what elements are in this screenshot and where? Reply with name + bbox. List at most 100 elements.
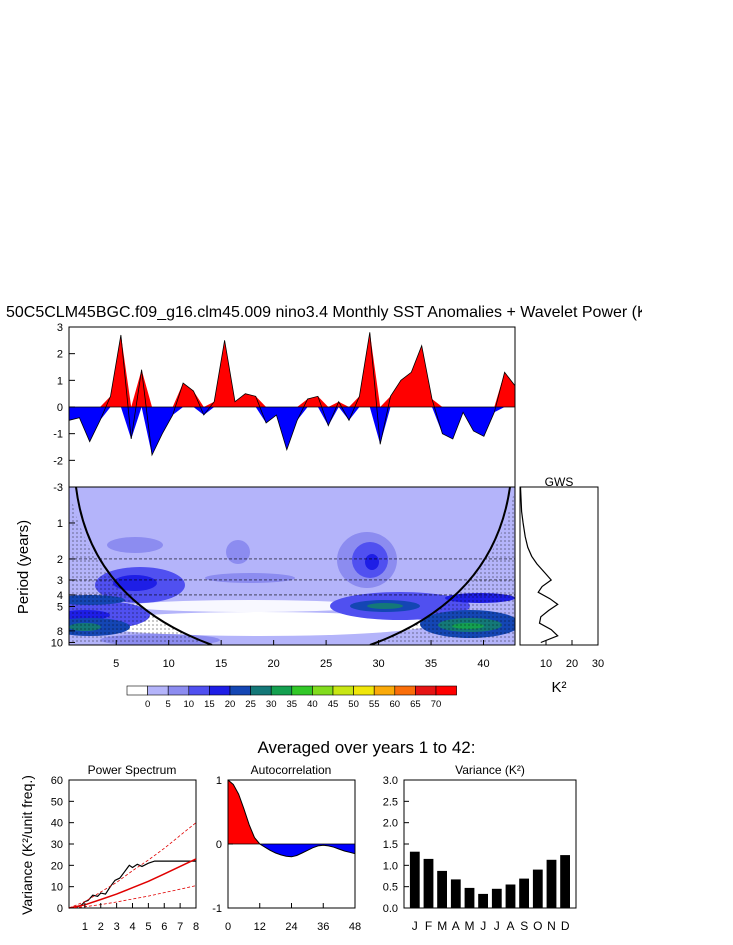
wavelet-contour-mid-center — [205, 573, 295, 583]
power-spectrum-x-tick-label: 5 — [145, 921, 151, 933]
power-spectrum-line — [68, 822, 197, 909]
variance-y-tick-label: 3.0 — [383, 775, 398, 787]
wavelet-contour-right-band-core — [367, 603, 403, 609]
timeseries-y-ticks: 3 2 1 0 -1 -2 -3 — [53, 322, 75, 494]
colorbar-label: 45 — [328, 699, 339, 710]
autocorrelation-y-tick-label: -1 — [212, 903, 222, 915]
variance-x-tick-label: A — [506, 919, 514, 933]
colorbar-swatch — [270, 685, 293, 696]
power-spectrum-panel: Power Spectrum Variance (K²/unit freq.) … — [19, 763, 199, 933]
power-spectrum-x-tick-label: 1 — [82, 921, 88, 933]
power-spectrum-y-tick-label: 40 — [51, 818, 63, 830]
wavelet-contour-upper-mid — [226, 540, 250, 564]
timeseries-y-tick-label: -2 — [53, 455, 63, 467]
timeseries-y-tick-label: -1 — [53, 429, 63, 441]
autocorrelation-y-tick-label: 1 — [216, 775, 222, 787]
colorbar-swatch — [373, 685, 396, 696]
variance-y-tick-label: 1.5 — [383, 839, 398, 851]
power-spectrum-y-tick-label: 0 — [57, 903, 63, 915]
variance-bar — [423, 858, 434, 908]
timeseries-negative-area — [69, 407, 515, 455]
autocorrelation-x-tick-label: 48 — [349, 921, 361, 933]
gws-frame — [519, 486, 599, 646]
variance-x-tick-label: A — [452, 919, 460, 933]
gws-title: GWS — [545, 475, 574, 489]
colorbar: 0 5 10 15 20 25 30 35 40 45 50 55 60 65 70 — [126, 685, 457, 710]
autocorrelation-x-tick-label: 36 — [317, 921, 329, 933]
power-spectrum-line — [68, 885, 197, 909]
variance-x-tick-label: J — [480, 919, 486, 933]
colorbar-swatch — [250, 685, 272, 696]
power-spectrum-x-tick-label: 8 — [193, 921, 199, 933]
colorbar-swatch — [291, 685, 313, 696]
variance-bar — [546, 859, 557, 908]
wavelet-y-tick-label: 3 — [57, 575, 63, 587]
colorbar-swatch — [229, 685, 251, 696]
colorbar-swatch — [167, 685, 190, 696]
power-spectrum-y-tick-label: 30 — [51, 839, 63, 851]
timeseries-y-tick-label: 2 — [57, 349, 63, 361]
wavelet-dashed-period-lines — [69, 558, 515, 596]
colorbar-label: 40 — [307, 699, 318, 710]
colorbar-swatch — [312, 685, 334, 696]
timeseries-line — [69, 332, 515, 457]
wavelet-x-tick-label: 20 — [268, 658, 280, 670]
timeseries-y-tick-label: -3 — [53, 482, 63, 494]
colorbar-label: 10 — [184, 699, 195, 710]
colorbar-swatch — [188, 685, 210, 696]
gws-x-axis-label: K² — [552, 679, 567, 696]
variance-y-tick-label: 0.0 — [383, 903, 398, 915]
variance-bar — [478, 893, 488, 908]
variance-x-tick-label: S — [520, 919, 528, 933]
colorbar-label: 5 — [166, 699, 171, 710]
colorbar-swatch — [147, 685, 169, 696]
colorbar-swatch — [394, 685, 416, 696]
power-spectrum-x-tick-label: 6 — [161, 921, 167, 933]
power-spectrum-y-tick-label: 50 — [51, 796, 63, 808]
variance-x-tick-label: D — [561, 919, 570, 933]
wavelet-y-axis-label: Period (years) — [15, 520, 32, 614]
power-spectrum-line — [68, 858, 197, 909]
colorbar-label: 0 — [145, 699, 150, 710]
colorbar-swatch — [353, 685, 375, 696]
variance-y-tick-label: 1.0 — [383, 860, 398, 872]
autocorrelation-y-tick-label: 0 — [216, 839, 222, 851]
colorbar-label: 50 — [348, 699, 359, 710]
timeseries-y-tick-label: 0 — [57, 402, 63, 414]
coi-curve-right — [369, 487, 511, 645]
colorbar-label: 35 — [287, 699, 298, 710]
figure-title: 50C5CLM45BGC.f09_g16.clm45.009 nino3.4 M… — [6, 304, 642, 321]
colorbar-label: 15 — [204, 699, 215, 710]
gws-panel: GWS 10 20 30 K² — [519, 475, 604, 696]
wavelet-y-tick-label: 5 — [57, 601, 63, 613]
coi-hatch-left — [69, 487, 210, 645]
colorbar-label: 65 — [410, 699, 421, 710]
gws-x-ticks: 10 20 30 — [540, 640, 604, 670]
variance-x-tick-label: J — [412, 919, 418, 933]
colorbar-label: 25 — [245, 699, 256, 710]
variance-bar — [532, 869, 543, 908]
variance-x-tick-label: N — [547, 919, 556, 933]
wavelet-y-tick-label: 10 — [51, 637, 63, 649]
power-spectrum-series — [68, 822, 197, 909]
autocorrelation-y-ticks: 1 0 -1 — [212, 775, 233, 915]
variance-x-tick-label: M — [437, 919, 447, 933]
power-spectrum-x-tick-label: 3 — [114, 921, 120, 933]
colorbar-label: 60 — [390, 699, 401, 710]
variance-x-tick-label: J — [494, 919, 500, 933]
wavelet-y-tick-label: 8 — [57, 626, 63, 638]
colorbar-swatch — [415, 685, 437, 696]
colorbar-label: 30 — [266, 699, 277, 710]
variance-y-tick-label: 0.5 — [383, 882, 398, 894]
wavelet-x-ticks: 5 10 15 20 25 30 35 40 — [113, 640, 490, 670]
variance-y-tick-label: 2.0 — [383, 818, 398, 830]
power-spectrum-x-tick-label: 4 — [129, 921, 135, 933]
wavelet-x-tick-label: 25 — [320, 658, 332, 670]
wavelet-y-tick-label: 1 — [57, 518, 63, 530]
variance-y-ticks: 0.0 0.5 1.0 1.5 2.0 2.5 3.0 — [383, 775, 409, 915]
variance-bar — [409, 851, 420, 908]
